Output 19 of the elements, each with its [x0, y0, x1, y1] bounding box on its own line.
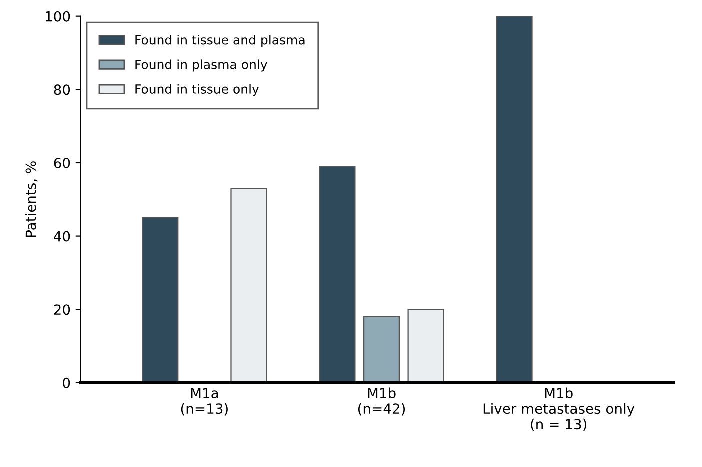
y-tick-label: 20: [54, 304, 70, 316]
x-tick-label: M1a (n=13): [181, 388, 228, 416]
y-tick-label: 0: [63, 378, 70, 388]
legend-label: Found in plasma only: [136, 60, 268, 72]
bar: [363, 316, 400, 383]
y-tick-label: 40: [54, 231, 70, 242]
legend-label: Found in tissue only: [136, 84, 260, 96]
bar: [408, 309, 444, 383]
bar: [142, 217, 179, 383]
bar: [496, 16, 533, 383]
y-tick-label: 60: [54, 158, 70, 168]
x-tick-label: M1b (n=42): [358, 388, 406, 416]
bar: [230, 188, 268, 383]
y-axis-title: Patients, %: [26, 162, 38, 238]
y-tick-label: 100: [46, 11, 70, 22]
y-tick-label: 80: [54, 84, 70, 96]
bar: [319, 166, 356, 383]
x-tick-label: M1b Liver metastases only (n = 13): [484, 388, 635, 432]
legend-label: Found in tissue and plasma: [136, 35, 305, 48]
